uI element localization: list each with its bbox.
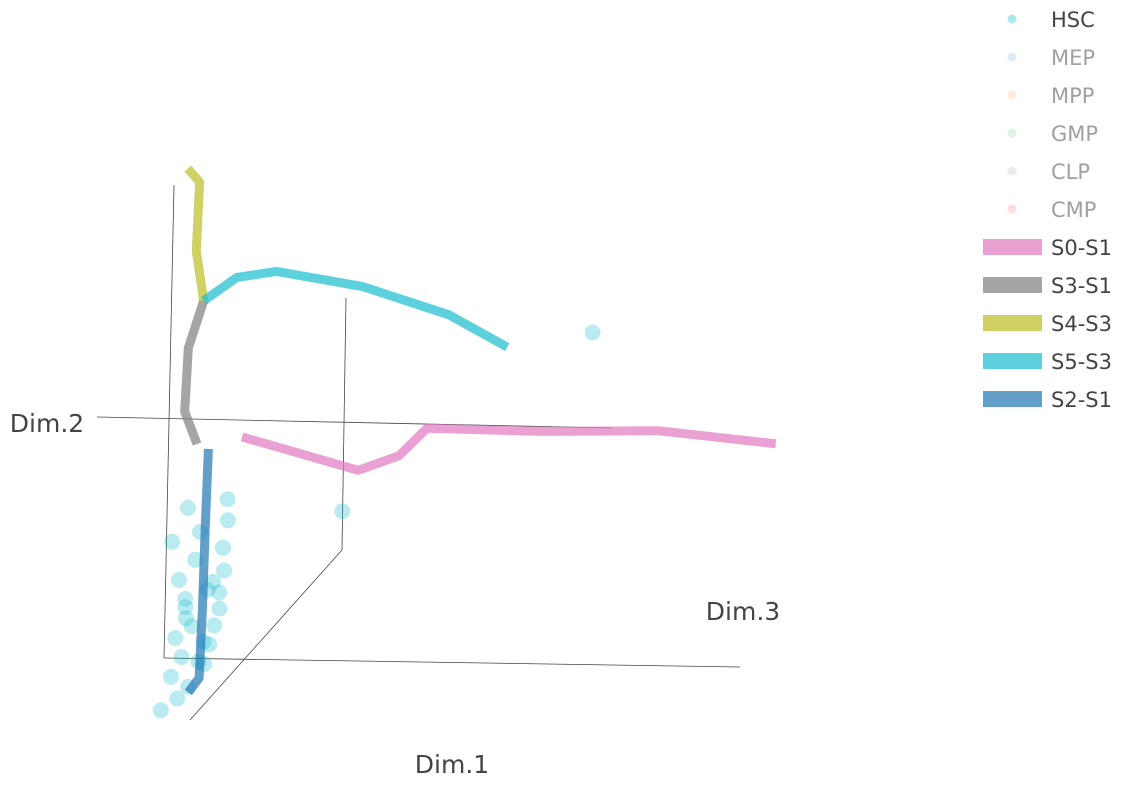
legend-item[interactable]: S3-S1	[983, 274, 1112, 298]
data-point[interactable]	[163, 668, 179, 685]
axis-line	[163, 184, 175, 659]
legend-label: S5-S3	[1051, 350, 1112, 374]
trajectory-line[interactable]	[184, 448, 213, 696]
legend-marker-swatch	[1007, 14, 1017, 24]
legend-item[interactable]: HSC	[1007, 8, 1095, 32]
legend-line-swatch	[983, 353, 1042, 369]
legend-label: S0-S1	[1051, 236, 1112, 260]
trajectory-line[interactable]	[201, 266, 510, 352]
trajectory-line[interactable]	[240, 423, 777, 475]
z-axis-title: Dim.3	[706, 597, 780, 626]
markers-layer	[152, 324, 601, 719]
legend-line-swatch	[983, 277, 1042, 293]
legend-item[interactable]: S2-S1	[983, 388, 1112, 412]
legend-item[interactable]: S0-S1	[983, 236, 1112, 260]
legend-item[interactable]: MPP	[1007, 84, 1095, 108]
data-point[interactable]	[205, 573, 222, 590]
axis-line	[96, 416, 613, 429]
data-point[interactable]	[179, 499, 196, 516]
data-point[interactable]	[216, 562, 233, 579]
y-axis-title: Dim.2	[10, 409, 84, 438]
data-point[interactable]	[187, 551, 204, 568]
data-point[interactable]	[584, 324, 601, 341]
legend: HSC MEP MPP GMP CLP CMP S0-S1 S3-S1 S4-S3 S5-S3 S2…	[983, 8, 1112, 412]
data-point[interactable]	[164, 533, 181, 550]
axis-line	[163, 657, 741, 668]
data-point[interactable]	[334, 503, 351, 520]
data-point[interactable]	[183, 618, 200, 635]
axis-line	[341, 297, 347, 551]
axis-box	[96, 184, 741, 721]
legend-item[interactable]: CMP	[1007, 198, 1097, 222]
legend-label: S4-S3	[1051, 312, 1112, 336]
data-point[interactable]	[211, 584, 228, 601]
data-point[interactable]	[219, 512, 236, 529]
legend-label: HSC	[1051, 8, 1095, 32]
legend-item[interactable]: CLP	[1007, 160, 1091, 184]
legend-marker-swatch	[1007, 166, 1017, 176]
data-point[interactable]	[167, 630, 184, 646]
legend-line-swatch	[983, 239, 1042, 255]
legend-label: CMP	[1051, 198, 1096, 222]
data-point[interactable]	[152, 702, 169, 719]
legend-label: GMP	[1051, 122, 1098, 146]
data-point[interactable]	[173, 649, 190, 665]
legend-label: S2-S1	[1051, 388, 1112, 412]
x-axis-title: Dim.1	[415, 750, 489, 779]
data-point[interactable]	[177, 599, 194, 616]
legend-marker-swatch	[1007, 90, 1017, 100]
legend-item[interactable]: S5-S3	[983, 350, 1112, 374]
trajectory-line[interactable]	[184, 165, 209, 302]
legend-label: CLP	[1051, 160, 1090, 184]
data-point[interactable]	[219, 491, 236, 508]
legend-label: MEP	[1051, 46, 1095, 70]
legend-line-swatch	[983, 391, 1042, 407]
data-point[interactable]	[177, 610, 194, 627]
legend-item[interactable]: GMP	[1007, 122, 1099, 146]
legend-line-swatch	[983, 315, 1042, 331]
trajectory-line[interactable]	[180, 299, 208, 446]
axis-line	[189, 549, 343, 721]
legend-item[interactable]: S4-S3	[983, 312, 1112, 336]
legend-label: MPP	[1051, 84, 1094, 108]
legend-marker-swatch	[1007, 52, 1017, 62]
legend-item[interactable]: MEP	[1007, 46, 1096, 70]
data-point[interactable]	[206, 617, 223, 634]
data-point[interactable]	[215, 539, 231, 556]
legend-label: S3-S1	[1051, 274, 1112, 298]
data-point[interactable]	[211, 600, 228, 617]
legend-marker-swatch	[1007, 204, 1017, 214]
legend-marker-swatch	[1007, 128, 1017, 138]
trajectories-layer	[180, 165, 777, 696]
data-point[interactable]	[171, 572, 187, 588]
data-point[interactable]	[169, 690, 186, 707]
data-point[interactable]	[177, 590, 194, 607]
